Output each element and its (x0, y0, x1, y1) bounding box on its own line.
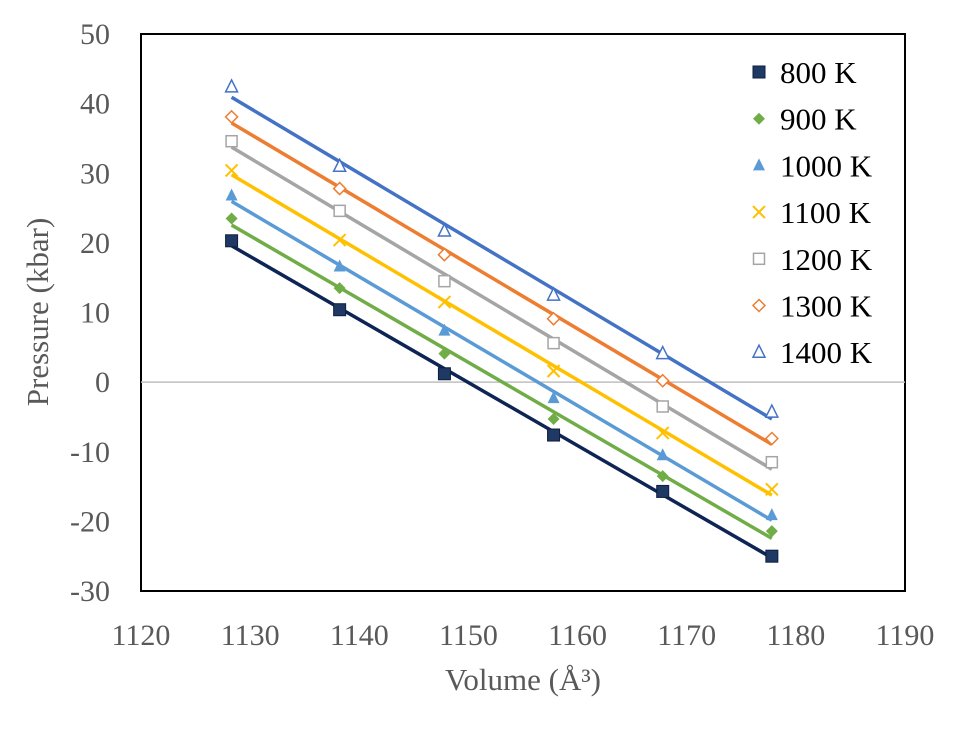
legend-item: 1200 K (752, 242, 873, 277)
legend-label: 1200 K (780, 242, 873, 277)
legend: 800 K 900 K 1000 K 1100 K 1200 K 1300 K 1400 K (751, 55, 873, 370)
legend-item: 1300 K (751, 289, 873, 324)
data-point (547, 413, 560, 426)
y-tick-label: 0 (95, 366, 110, 399)
data-point (655, 344, 670, 360)
data-point (655, 373, 670, 388)
y-tick-label: 30 (80, 157, 110, 190)
data-point (656, 484, 670, 498)
y-tick-label: 10 (80, 297, 110, 330)
x-tick-label: 1130 (221, 619, 280, 652)
legend-item: 1100 K (752, 195, 872, 230)
data-point (547, 428, 561, 442)
legend-marker (751, 343, 767, 358)
data-point (438, 323, 451, 336)
trendline-series-2 (230, 199, 773, 522)
y-tick-label: 20 (80, 227, 110, 260)
data-point (546, 364, 561, 378)
x-tick-label: 1120 (112, 619, 171, 652)
data-point (656, 400, 669, 413)
data-point (225, 212, 238, 225)
data-point (656, 470, 669, 483)
data-point (224, 109, 239, 124)
y-axis-title: Pressure (kbar) (20, 218, 55, 407)
data-point (224, 78, 239, 93)
legend-label: 1100 K (780, 195, 872, 230)
x-tick-label: 1170 (657, 619, 716, 652)
legend-label: 1300 K (780, 289, 873, 324)
legend-marker (751, 298, 767, 313)
data-point (547, 391, 560, 404)
data-point (333, 204, 346, 218)
legend-marker (753, 158, 765, 171)
data-point (332, 181, 347, 196)
x-tick-label: 1160 (548, 619, 607, 652)
trendline-series-4 (230, 145, 773, 471)
legend-label: 800 K (780, 55, 857, 90)
legend-marker (753, 112, 765, 125)
plot-area (140, 33, 906, 592)
legend-label: 1400 K (780, 335, 873, 370)
y-tick-label: -20 (70, 505, 110, 538)
y-tick-label: 40 (80, 88, 110, 121)
data-point (765, 525, 778, 538)
data-point (225, 188, 238, 201)
data-point (655, 426, 670, 440)
trendline-series-3 (230, 173, 773, 497)
x-tick-label: 1140 (330, 619, 389, 652)
data-point (437, 222, 452, 237)
x-axis-title: Volume (Å³) (445, 662, 601, 697)
legend-label: 900 K (780, 102, 857, 137)
data-point (546, 311, 561, 326)
data-point (437, 247, 452, 262)
data-point (765, 455, 779, 469)
legend-item: 1000 K (753, 148, 873, 183)
legend-marker (752, 205, 766, 219)
data-point (333, 259, 346, 272)
legend-item: 800 K (752, 55, 857, 90)
data-point (437, 295, 452, 309)
data-point (547, 336, 560, 350)
legend-item: 1400 K (751, 335, 873, 370)
legend-marker (752, 252, 766, 266)
data-point (225, 134, 238, 148)
data-point (438, 347, 451, 360)
data-point (437, 367, 451, 381)
data-point (764, 431, 779, 446)
trendline-series-0 (230, 244, 773, 560)
legend-item: 900 K (753, 102, 857, 137)
trendline-series-6 (230, 95, 773, 421)
x-tick-label: 1150 (439, 619, 498, 652)
data-point (656, 448, 669, 461)
data-point (224, 163, 239, 178)
data-point (225, 234, 239, 248)
trendline-series-1 (230, 223, 773, 540)
trendline-series-5 (230, 121, 773, 446)
y-tick-label: 50 (80, 18, 110, 51)
data-point (765, 508, 778, 521)
x-tick-label: 1190 (876, 619, 935, 652)
y-tick-label: -30 (70, 575, 110, 608)
legend-marker (752, 65, 766, 79)
data-point (765, 482, 779, 497)
data-point (765, 549, 779, 563)
data-point (546, 286, 561, 301)
data-point (332, 233, 347, 247)
x-tick-label: 1180 (766, 619, 825, 652)
data-point (332, 157, 347, 173)
data-point (764, 403, 780, 418)
data-point (333, 303, 347, 317)
y-tick-label: -10 (70, 436, 110, 469)
data-point (333, 282, 346, 295)
legend-label: 1000 K (780, 148, 873, 183)
data-point (438, 274, 451, 288)
